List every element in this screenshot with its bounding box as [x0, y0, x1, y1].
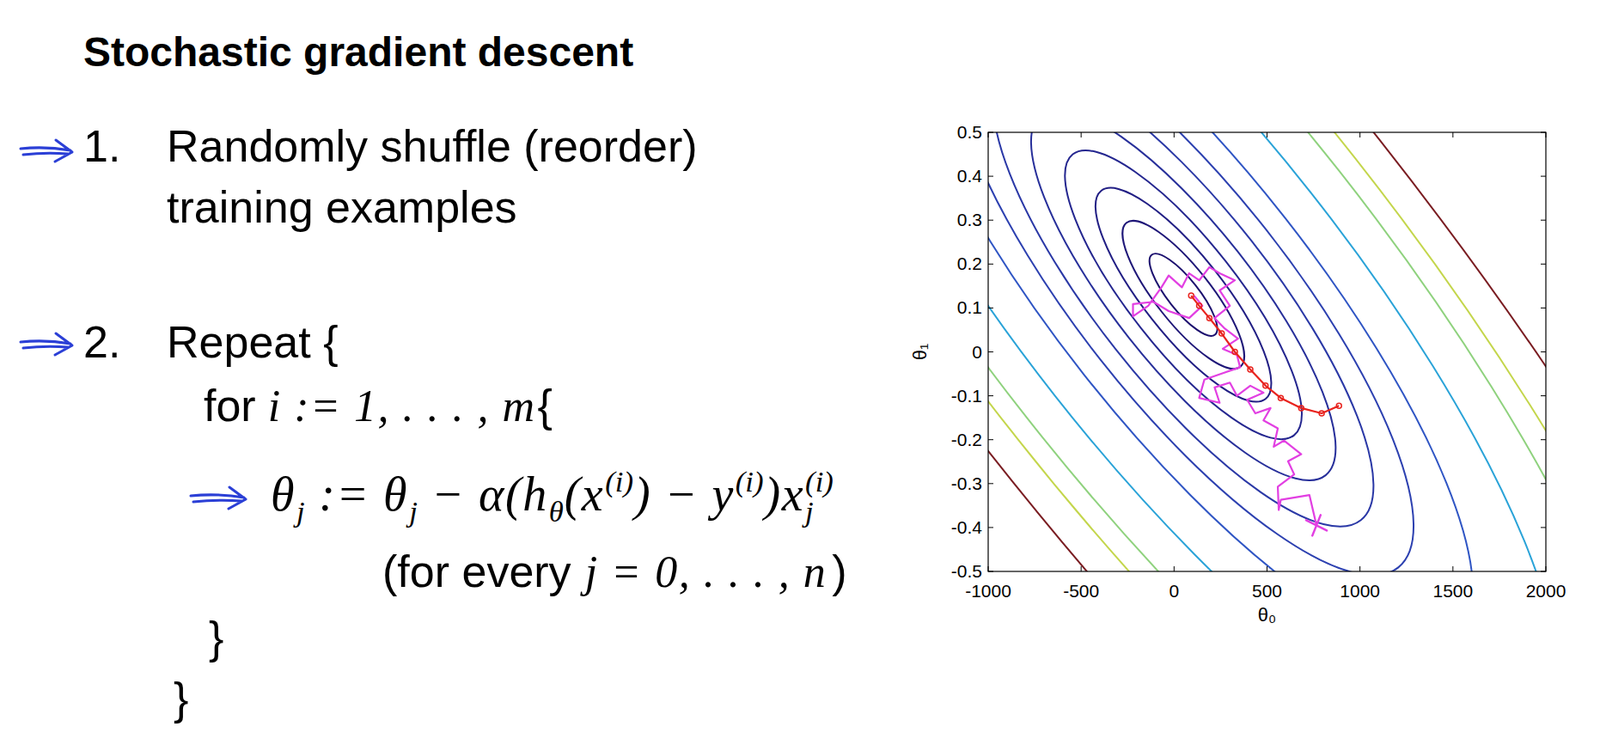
- y-tick-label: -0.4: [951, 517, 984, 538]
- paren: ): [831, 546, 847, 597]
- x-axis-label: θ₀: [1258, 604, 1277, 626]
- trajectory-point: [1247, 366, 1253, 373]
- formula-part: − α(: [418, 467, 525, 522]
- y-tick-label: 0: [971, 341, 983, 362]
- slide: Stochastic gradient descent 1. Randomly sh…: [0, 0, 1600, 745]
- contour-line: [988, 132, 1546, 572]
- y-tick: [988, 482, 1546, 484]
- y-axis-label: θ₁: [909, 343, 931, 361]
- step-number: 2.: [83, 317, 121, 367]
- x-tick-label: 2000: [1526, 580, 1567, 601]
- paren: (: [382, 546, 398, 597]
- y-tick: [988, 263, 1546, 265]
- trajectory-point: [1298, 405, 1304, 411]
- trajectory-point: [1206, 315, 1212, 321]
- contour-line: [988, 132, 1430, 572]
- brace: }: [208, 612, 224, 663]
- y-tick: [988, 571, 1546, 573]
- subscript: j: [293, 494, 306, 529]
- y-tick-label: 0.1: [957, 297, 983, 318]
- contour-line: [1139, 244, 1228, 344]
- step-number: 1.: [83, 121, 121, 171]
- formula-part: θ: [270, 467, 296, 521]
- y-tick: [988, 307, 1546, 309]
- y-tick-label: -0.3: [951, 473, 983, 494]
- y-tick-label: 0.3: [957, 209, 983, 230]
- y-tick-label: -0.5: [951, 561, 983, 581]
- step-text: Randomly shuffle (reorder): [166, 121, 698, 171]
- formula-part: θ: [383, 467, 409, 521]
- note-text: for every: [396, 546, 571, 597]
- y-tick: [988, 395, 1546, 397]
- x-tick: [1452, 132, 1454, 572]
- superscript: (i): [805, 464, 834, 499]
- y-tick-label: -0.2: [951, 429, 983, 450]
- pointer-arrow: [190, 487, 246, 509]
- y-tick: [988, 351, 1546, 353]
- x-tick-label: 0: [1168, 580, 1179, 601]
- pointer-arrow: [20, 140, 73, 162]
- x-tick-label: -500: [1062, 580, 1100, 601]
- x-tick-label: -1000: [964, 580, 1012, 601]
- trajectory-point: [1196, 303, 1203, 309]
- superscript: (i): [604, 464, 634, 499]
- loop-expr: i := 1, . . . , m: [268, 381, 537, 431]
- trajectory-line: [1133, 267, 1318, 526]
- trajectory-point: [1188, 293, 1194, 299]
- contour-line: [988, 132, 1546, 572]
- brace: {: [537, 380, 553, 431]
- x-tick-label: 500: [1251, 580, 1283, 601]
- y-tick-label: 0.4: [957, 165, 984, 186]
- x-tick: [1266, 132, 1268, 572]
- contour-line: [1069, 165, 1297, 423]
- subscript: θ: [549, 494, 564, 529]
- y-tick: [988, 219, 1546, 221]
- y-tick-label: 0.2: [957, 253, 983, 274]
- subscript: j: [405, 494, 418, 529]
- loop-keyword: for: [203, 380, 257, 431]
- step-text: training examples: [166, 182, 518, 233]
- x-tick: [1080, 132, 1082, 572]
- formula-part: (x: [564, 467, 605, 522]
- title: Stochastic gradient descent: [83, 29, 634, 75]
- subscript: j: [801, 494, 814, 529]
- contour-line: [1030, 132, 1337, 469]
- trajectory-point: [1219, 330, 1225, 336]
- superscript: (i): [735, 464, 764, 499]
- trajectory-point: [1278, 395, 1284, 401]
- step-text: Repeat {: [166, 317, 339, 367]
- y-tick: [988, 132, 1546, 134]
- brace: }: [173, 673, 189, 724]
- formula-part: h: [522, 467, 549, 521]
- contour-line: [988, 132, 1481, 572]
- formula-part: ) − y: [631, 467, 735, 522]
- y-tick-label: -0.1: [951, 385, 983, 406]
- trajectory-point: [1319, 410, 1325, 416]
- formula-part: :=: [305, 467, 384, 521]
- plot-area: [988, 132, 1546, 572]
- start-marker: [1306, 514, 1327, 536]
- pointer-arrow: [20, 333, 73, 355]
- x-tick: [1173, 132, 1175, 572]
- y-tick: [988, 526, 1546, 528]
- trajectory-point: [1336, 403, 1342, 409]
- plot-frame: [988, 132, 1546, 572]
- y-tick: [988, 176, 1546, 178]
- trajectory-line: [1190, 295, 1339, 414]
- y-tick: [988, 439, 1546, 440]
- formula-part: )x: [762, 467, 806, 522]
- note-expr: j = 0, . . . , n: [580, 547, 828, 597]
- trajectory-point: [1232, 349, 1238, 355]
- x-tick-label: 1000: [1339, 580, 1381, 601]
- y-tick-label: 0.5: [957, 122, 983, 142]
- trajectory-point: [1263, 383, 1269, 389]
- x-tick: [1359, 132, 1361, 572]
- x-tick-label: 1500: [1432, 580, 1473, 601]
